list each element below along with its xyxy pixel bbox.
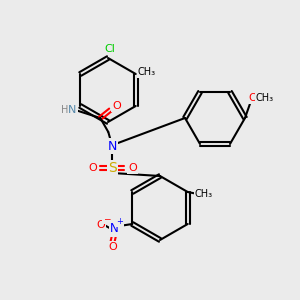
Text: N: N [110,223,119,236]
Text: H: H [61,105,68,115]
Text: O: O [96,220,105,230]
Text: N: N [68,105,76,115]
Text: O: O [112,101,121,111]
Text: O: O [128,163,137,173]
Text: +: + [116,218,123,226]
Text: N: N [108,140,117,152]
Text: O: O [108,242,117,252]
Text: CH₃: CH₃ [256,93,274,103]
Text: CH₃: CH₃ [138,67,156,77]
Text: O: O [88,163,97,173]
Text: −: − [103,214,110,224]
Text: Cl: Cl [105,44,116,54]
Text: S: S [108,161,117,175]
Text: CH₃: CH₃ [195,189,213,199]
Text: O: O [249,93,257,103]
